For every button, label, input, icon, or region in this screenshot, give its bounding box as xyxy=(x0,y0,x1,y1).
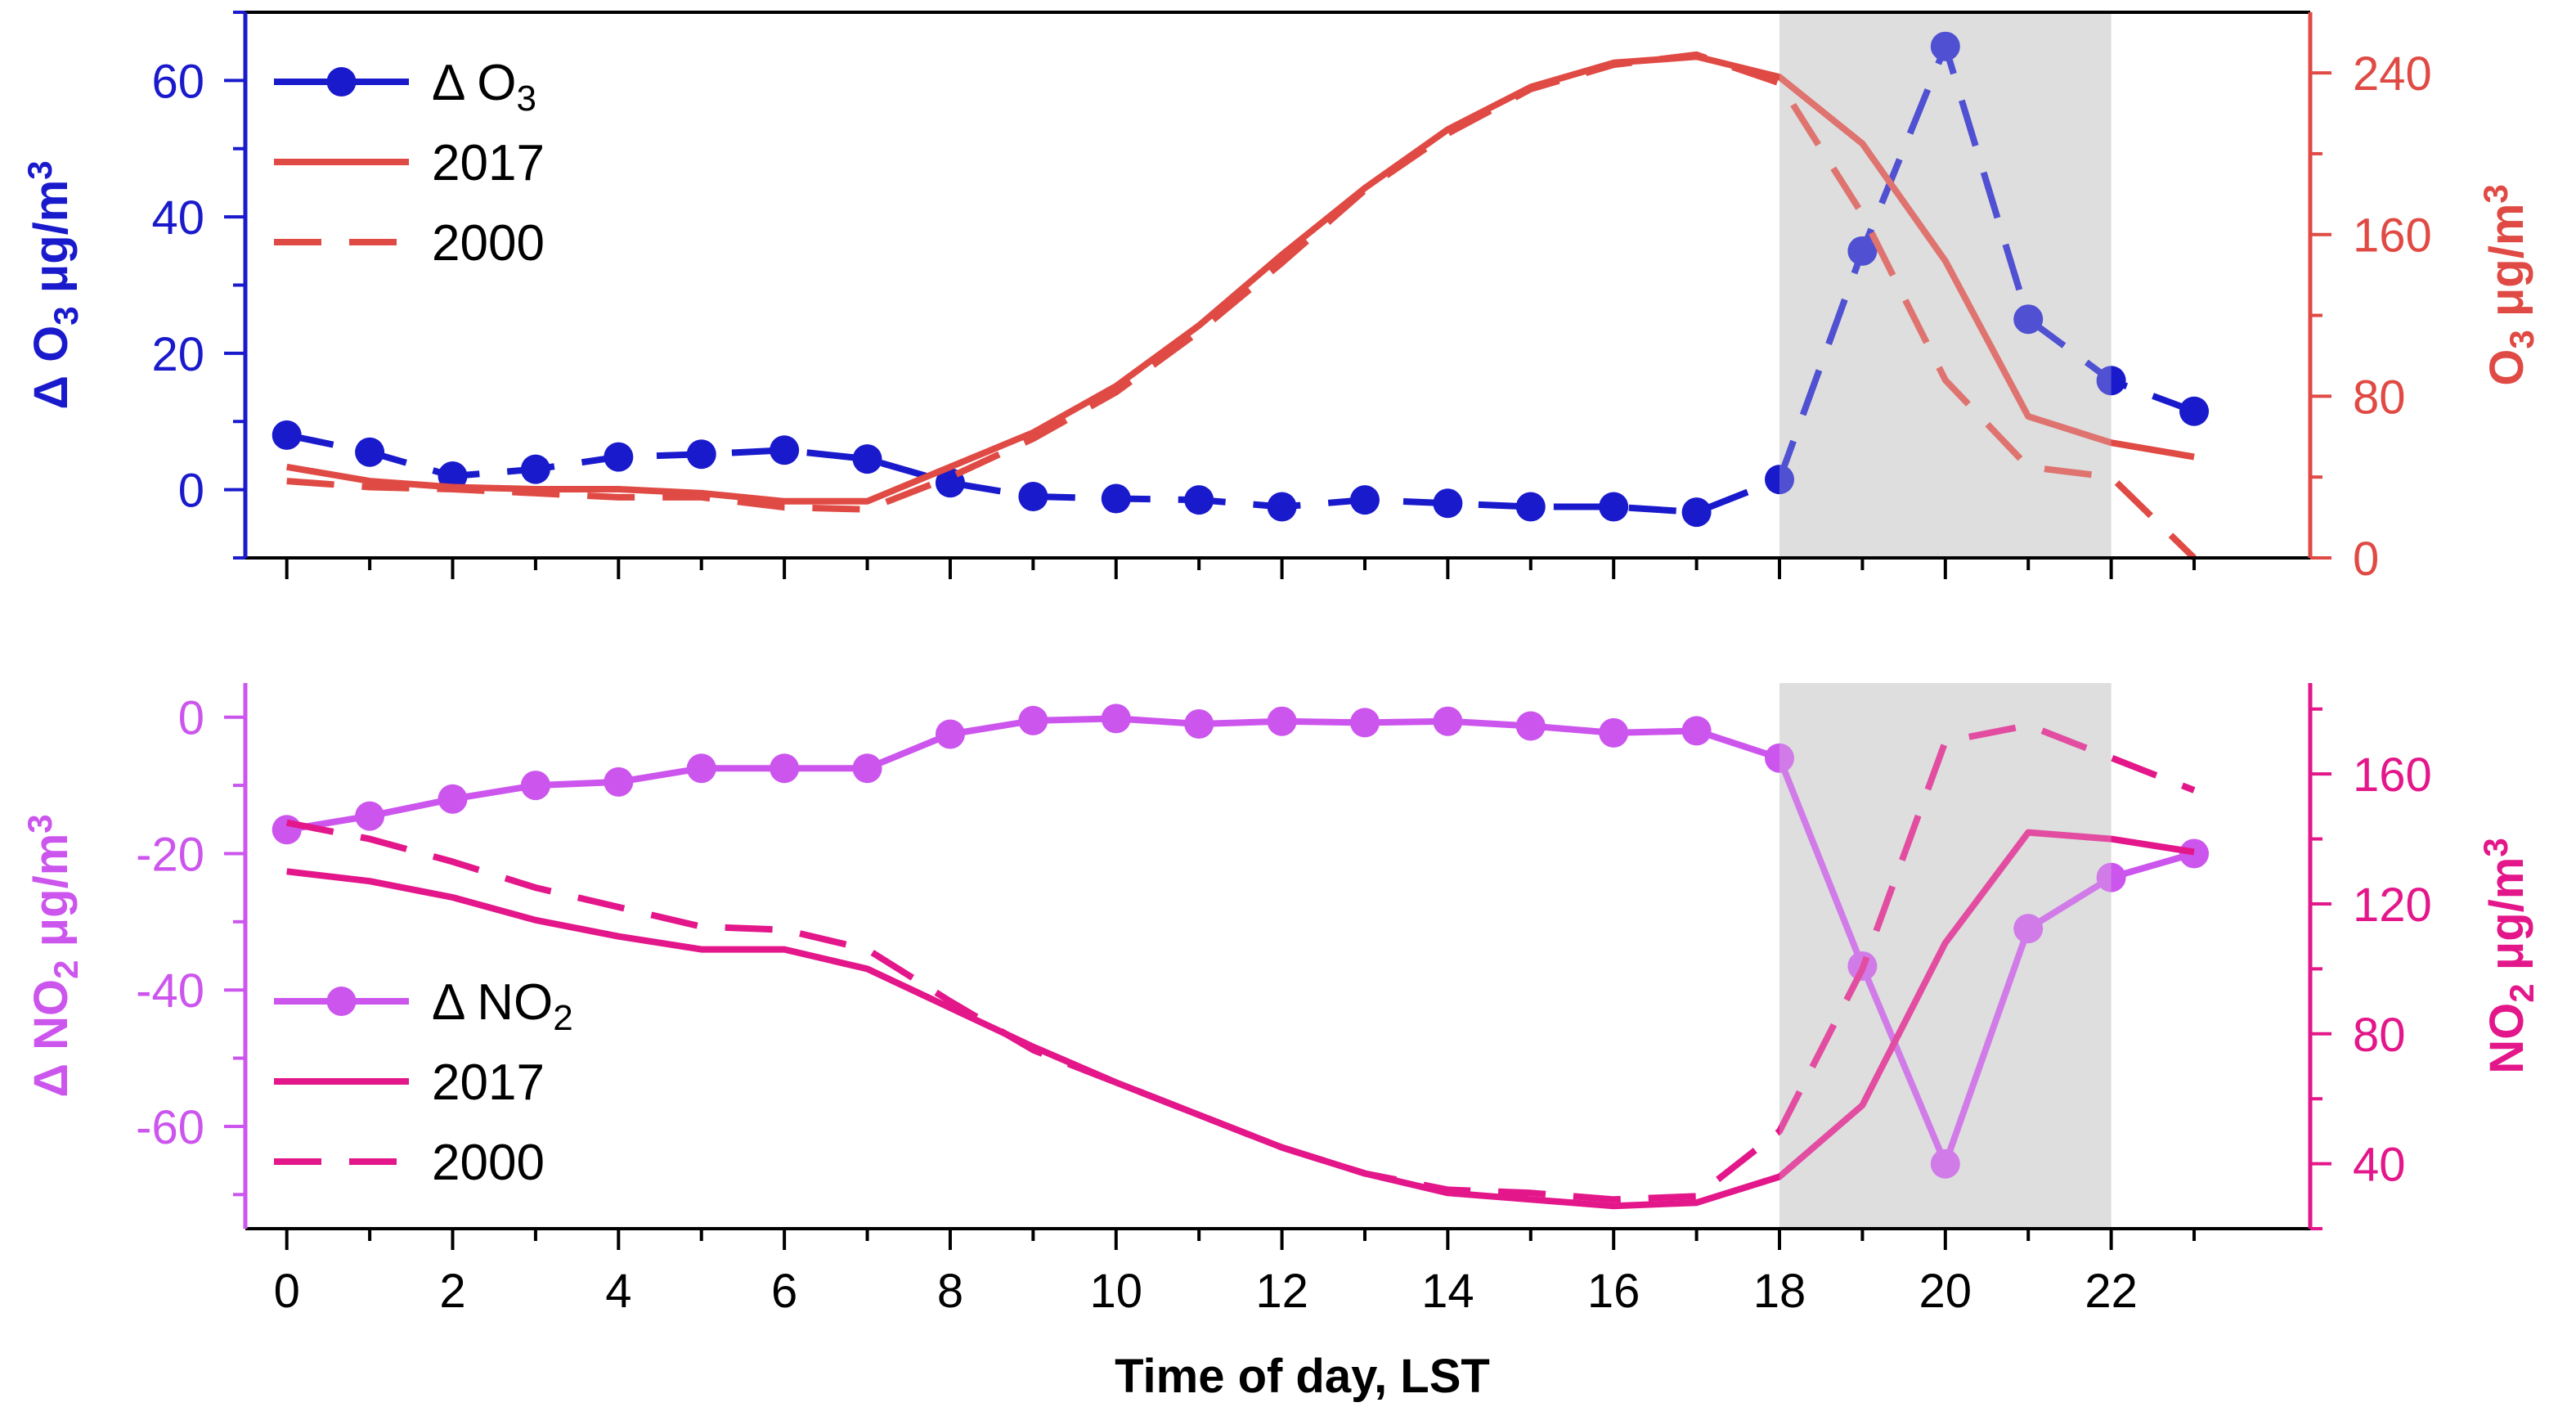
legend-label: 2000 xyxy=(432,215,545,272)
bottom-series-no2-point xyxy=(272,815,302,845)
bottom-series-no2-point xyxy=(1184,709,1214,739)
bottom-series-no2-point xyxy=(1515,711,1546,741)
x-tick-label: 14 xyxy=(1421,1265,1474,1318)
top-series-o3-point xyxy=(1349,485,1380,515)
bottom-panel: 0 2 4 6 8 10 12 14 16 18 20 22 Time of day, LST 0 -20 -… xyxy=(20,683,2541,1403)
x-tick-label: 2 xyxy=(439,1265,465,1318)
x-tick-label: 6 xyxy=(771,1265,797,1318)
top-series-o3-point xyxy=(1515,492,1546,522)
right-y-axis-title: O3 μg/m3 xyxy=(2476,184,2540,386)
x-tick-label: 0 xyxy=(274,1265,300,1318)
bottom-legend: Δ NO2 2017 2000 xyxy=(274,974,573,1191)
left-y-tick-label: -20 xyxy=(136,828,204,881)
top-series-o3-point xyxy=(686,439,716,470)
x-tick-label: 18 xyxy=(1753,1265,1806,1318)
left-y-tick-label: 60 xyxy=(151,55,204,108)
top-series-o3-point xyxy=(1681,497,1712,528)
bottom-series-no2-point xyxy=(852,753,882,784)
legend-marker xyxy=(326,67,357,97)
bottom-series-no2-point xyxy=(2096,862,2126,892)
top-series-o3-point xyxy=(272,420,302,450)
top-series-o3-point xyxy=(1599,492,1629,522)
right-y-tick-label: 40 xyxy=(2353,1139,2406,1192)
bottom-series-no2-point xyxy=(355,801,385,831)
bottom-series-no2-point xyxy=(1930,1149,1960,1179)
x-tick-label: 12 xyxy=(1255,1265,1308,1318)
right-y-tick-label: 240 xyxy=(2353,47,2432,101)
bottom-series-no2-point xyxy=(686,753,716,784)
bottom-series-no2-point xyxy=(2179,838,2210,869)
top-series-o3-point xyxy=(852,444,882,474)
shaded-region-overlay xyxy=(1779,12,2112,558)
left-y-tick-label: 40 xyxy=(151,191,204,245)
left-y-tick-label: 20 xyxy=(151,328,204,381)
top-series-o3-point xyxy=(1101,483,1131,514)
right-y-tick-label: 120 xyxy=(2353,879,2432,932)
legend-marker xyxy=(326,987,357,1016)
left-y-tick-label: -60 xyxy=(136,1101,204,1154)
bottom-series-no2-point xyxy=(770,753,800,784)
left-y-axis-title: Δ O3 μg/m3 xyxy=(20,160,84,409)
top-series-o3-point xyxy=(1765,465,1795,495)
top-series-o3-point xyxy=(1433,488,1463,519)
top-series-2017-line xyxy=(286,53,2195,505)
x-tick-label: 8 xyxy=(937,1265,963,1318)
top-panel: 0 20 40 60 Δ O3 μg/m3 0 80 160 240 O3 μg/m3 Δ O3 20… xyxy=(20,11,2541,586)
bottom-series-no2-point xyxy=(1599,717,1629,748)
top-series-o3-point xyxy=(1267,492,1297,522)
right-y-tick-label: 80 xyxy=(2353,1009,2406,1062)
bottom-series-2000-line xyxy=(285,721,2196,1203)
x-tick-label: 22 xyxy=(2085,1265,2138,1318)
legend-label: 2017 xyxy=(432,135,545,191)
right-y-tick-label: 80 xyxy=(2353,371,2406,424)
bottom-series-no2-point xyxy=(2013,914,2044,944)
top-series-2000-line xyxy=(286,51,2197,560)
bottom-series-no2-point xyxy=(438,784,468,814)
left-y-tick-label: 0 xyxy=(178,692,204,745)
bottom-series-no2-point xyxy=(1349,708,1380,738)
top-series-o3-point xyxy=(604,442,634,472)
x-axis-title: Time of day, LST xyxy=(1115,1350,1490,1403)
top-series-o3-point xyxy=(1847,236,1878,266)
legend-label: 2017 xyxy=(432,1054,545,1111)
shaded-region-overlay xyxy=(1779,683,2112,1229)
top-series-o3-point xyxy=(520,454,550,484)
right-y-axis-title: NO2 μg/m3 xyxy=(2476,838,2540,1073)
legend-label: 2000 xyxy=(432,1135,545,1191)
shaded-region xyxy=(1779,683,2112,1229)
legend-label: Δ NO2 xyxy=(432,974,573,1038)
top-legend: Δ O3 2017 2000 xyxy=(274,55,545,272)
shaded-region xyxy=(1779,12,2112,558)
top-series-o3-point xyxy=(1018,481,1048,511)
top-series-o3-point xyxy=(1184,485,1214,515)
right-y-tick-label: 160 xyxy=(2353,748,2432,802)
x-tick-label: 16 xyxy=(1587,1265,1640,1318)
bottom-series-no2-point xyxy=(935,719,965,749)
bottom-series-no2-point xyxy=(1681,716,1712,746)
left-y-axis-title: Δ NO2 μg/m3 xyxy=(20,814,84,1097)
left-y-tick-label: 0 xyxy=(178,465,204,518)
left-y-tick-label: -40 xyxy=(136,964,204,1018)
x-tick-label: 20 xyxy=(1919,1265,1972,1318)
right-y-tick-label: 0 xyxy=(2353,533,2379,586)
bottom-series-no2-point xyxy=(604,766,634,797)
bottom-series-no2-point xyxy=(1101,704,1131,734)
bottom-series-no2-point xyxy=(1433,706,1463,736)
bottom-series-no2-point xyxy=(1018,705,1048,735)
bottom-series-no2-point xyxy=(1765,743,1795,773)
top-series-o3-point xyxy=(2179,396,2210,426)
top-series-o3-point xyxy=(1930,31,1960,61)
top-series-o3-point xyxy=(2013,304,2044,335)
bottom-series-no2-point xyxy=(520,771,550,801)
legend-label: Δ O3 xyxy=(432,55,536,119)
x-tick-label: 10 xyxy=(1090,1265,1143,1318)
top-series-o3-point xyxy=(770,435,800,465)
top-series-o3-point xyxy=(355,437,385,467)
top-series-o3-point xyxy=(2096,366,2126,396)
right-y-tick-label: 160 xyxy=(2353,209,2432,263)
x-tick-label: 4 xyxy=(605,1265,631,1318)
bottom-series-no2-point xyxy=(1267,706,1297,736)
